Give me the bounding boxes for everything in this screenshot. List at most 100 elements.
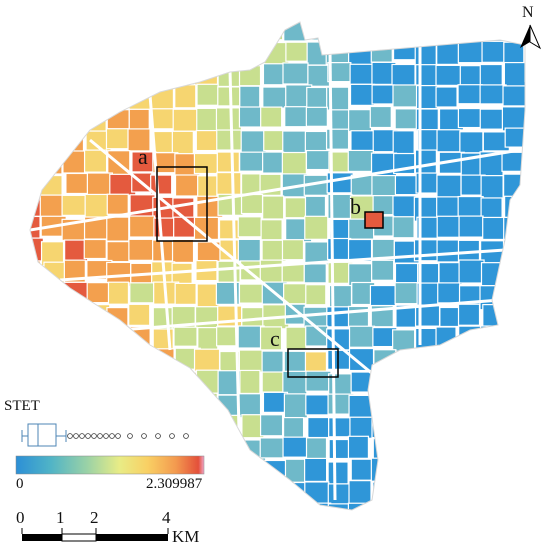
- city-block: [108, 371, 136, 397]
- city-block: [218, 219, 241, 240]
- city-block: [437, 459, 460, 484]
- city-block: [30, 282, 47, 306]
- city-block: [527, 128, 545, 152]
- city-block: [284, 481, 307, 506]
- city-block: [304, 351, 328, 374]
- city-block: [307, 64, 331, 87]
- outlier-point: [79, 433, 85, 439]
- outlier-point: [85, 433, 91, 439]
- city-block: [259, 414, 284, 437]
- city-block: [218, 481, 244, 503]
- city-block: [40, 42, 64, 64]
- city-block: [260, 459, 287, 483]
- city-block: [480, 175, 504, 200]
- annotation-label-b: b: [350, 194, 361, 219]
- city-block: [391, 394, 418, 415]
- city-block: [347, 109, 373, 133]
- city-block: [527, 260, 545, 283]
- city-block: [84, 22, 107, 43]
- city-block: [371, 84, 395, 105]
- road: [148, 94, 172, 351]
- colorbar: [15, 455, 205, 475]
- city-block: [282, 62, 309, 85]
- city-block: [174, 174, 201, 197]
- city-block: [326, 306, 352, 328]
- city-block: [394, 175, 420, 196]
- city-block: [504, 127, 525, 148]
- city-block: [109, 22, 132, 42]
- city-block: [305, 437, 328, 462]
- city-block: [41, 305, 69, 331]
- scale-tick-4: 4: [162, 508, 171, 527]
- city-block: [64, 326, 87, 351]
- city-block: [459, 416, 484, 437]
- city-block: [30, 108, 49, 131]
- city-block: [174, 84, 197, 109]
- city-block: [349, 63, 373, 85]
- city-block: [237, 238, 261, 262]
- city-block: [173, 216, 196, 238]
- city-block: [193, 392, 218, 418]
- city-block: [457, 84, 483, 105]
- city-block: [528, 484, 545, 508]
- city-block: [502, 85, 525, 107]
- city-block: [150, 22, 176, 43]
- city-block: [304, 481, 330, 505]
- city-block: [523, 217, 525, 238]
- city-block: [105, 128, 130, 150]
- city-block: [86, 482, 111, 505]
- colorbar-max-label: 2.309987: [146, 476, 203, 492]
- city-block: [528, 151, 545, 171]
- city-block: [151, 373, 175, 396]
- colorbar-min-label: 0: [16, 476, 24, 492]
- city-block: [30, 304, 44, 325]
- city-block: [83, 149, 108, 173]
- city-block: [347, 238, 373, 263]
- road: [119, 298, 501, 332]
- city-block: [108, 328, 135, 351]
- city-block: [152, 130, 176, 154]
- city-block: [40, 479, 65, 501]
- city-block: [215, 107, 243, 133]
- city-blocks: [30, 22, 545, 510]
- city-block: [417, 479, 443, 505]
- city-block: [480, 197, 503, 219]
- city-block: [30, 173, 40, 195]
- city-block: [460, 370, 488, 393]
- scale-tick-1: 1: [56, 508, 65, 527]
- outlier-point: [127, 433, 133, 439]
- road: [59, 248, 506, 282]
- region-outline: [29, 21, 526, 511]
- city-block: [524, 461, 525, 485]
- city-block: [527, 304, 545, 324]
- city-block: [171, 238, 195, 264]
- city-block: [128, 238, 154, 261]
- city-block: [483, 348, 505, 374]
- city-block: [347, 149, 374, 173]
- city-block: [350, 22, 379, 46]
- city-block: [394, 22, 418, 42]
- city-block: [414, 457, 438, 479]
- city-block: [413, 239, 440, 262]
- city-block: [30, 151, 43, 175]
- annotation-box-a: [156, 166, 208, 242]
- city-block: [41, 150, 63, 175]
- city-block: [436, 437, 461, 460]
- city-block: [108, 349, 132, 374]
- city-block: [438, 415, 464, 439]
- city-block: [106, 504, 128, 510]
- city-block: [174, 503, 197, 510]
- city-block: [30, 480, 45, 503]
- city-block: [435, 64, 462, 86]
- city-block: [128, 65, 152, 88]
- city-block: [414, 504, 437, 510]
- city-block: [42, 22, 68, 40]
- city-block: [372, 481, 396, 504]
- city-block: [30, 326, 43, 352]
- city-block: [64, 393, 91, 415]
- city-block: [394, 108, 420, 130]
- city-block: [83, 417, 108, 441]
- city-block: [479, 325, 507, 347]
- city-block: [371, 174, 399, 197]
